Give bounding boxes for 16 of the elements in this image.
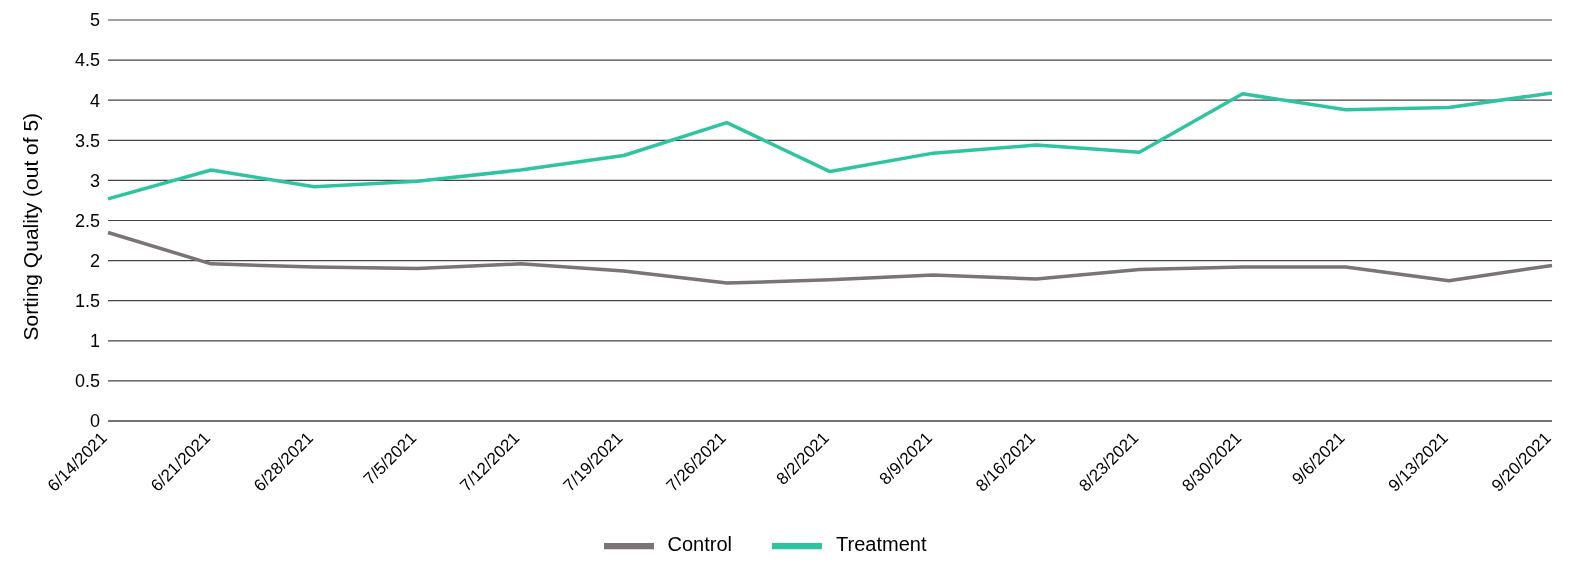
legend-label: Control [667,533,733,556]
y-tick-label: 5 [89,10,100,31]
y-tick-label: 3.5 [74,130,100,151]
y-tick-label: 1.5 [74,291,100,312]
y-tick-label: 2 [89,250,100,271]
y-tick-label: 4 [89,90,100,111]
y-tick-label: 3 [89,170,100,191]
y-tick-label: 4.5 [74,50,100,71]
y-tick-label: 1 [89,331,100,352]
y-tick-label: 0.5 [74,371,100,392]
line-series [106,91,1554,201]
y-tick-label: 0 [89,411,100,432]
y-axis-title: Sorting Quality (out of 5) [19,112,43,341]
line-series [106,230,1554,285]
legend-label: Treatment [836,533,927,556]
y-tick-label: 2.5 [74,210,100,231]
